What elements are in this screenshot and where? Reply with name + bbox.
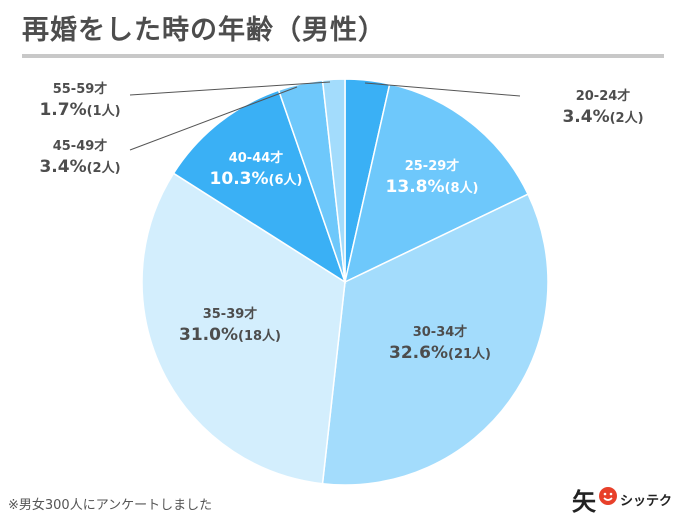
slice-label-20-24才: 20-24才 — [576, 88, 631, 104]
shitteku-logo: 矢 シッテク — [572, 480, 682, 516]
logo-kanji: 矢 — [572, 488, 596, 516]
leader-line-45-49才 — [129, 86, 298, 151]
pie-slice-30-34才 — [321, 193, 549, 486]
leader-line-20-24才 — [364, 82, 521, 97]
slice-value-25-29才: 13.8%(8人) — [386, 177, 479, 197]
slice-label-40-44才: 40-44才 — [229, 150, 284, 166]
pie-slice-25-29才 — [343, 83, 530, 284]
slice-value-35-39才: 31.0%(18人) — [179, 325, 281, 345]
slice-value-30-34才: 32.6%(21人) — [389, 343, 491, 363]
slice-value-45-49才: 3.4%(2人) — [39, 157, 120, 177]
footnote: ※男女300人にアンケートしました — [8, 498, 213, 513]
slice-label-30-34才: 30-34才 — [413, 324, 468, 340]
slice-value-20-24才: 3.4%(2人) — [562, 107, 643, 127]
slice-value-40-44才: 10.3%(6人) — [210, 169, 303, 189]
title-underline — [22, 54, 664, 58]
slice-value-55-59才: 1.7%(1人) — [39, 100, 120, 120]
slice-label-25-29才: 25-29才 — [405, 158, 460, 174]
pie-slice-55-59才 — [321, 78, 346, 283]
leader-line-55-59才 — [129, 81, 331, 96]
slice-label-55-59才: 55-59才 — [53, 81, 108, 97]
slice-label-45-49才: 45-49才 — [53, 138, 108, 154]
pie-slice-35-39才 — [141, 172, 346, 485]
logo-text: シッテク — [620, 494, 673, 509]
chart-title: 再婚をした時の年齢（男性） — [22, 15, 386, 46]
slice-label-35-39才: 35-39才 — [203, 306, 258, 322]
pie-slice-40-44才 — [172, 89, 347, 284]
smile-face-icon — [599, 487, 617, 505]
